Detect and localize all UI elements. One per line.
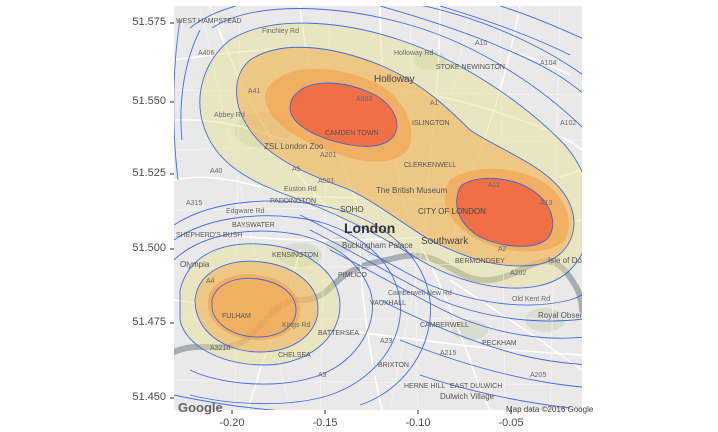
road-label: A3216	[210, 345, 231, 352]
road-label: A5	[292, 166, 301, 173]
road-label: Holloway Rd	[394, 50, 434, 57]
density-level-3	[290, 82, 397, 147]
y-tick-label: 51.550	[132, 95, 166, 107]
place-bermondsey: BERMONDSEY	[455, 258, 505, 265]
road-label: A201	[320, 152, 337, 159]
road-label: A501	[318, 178, 335, 185]
road-label: A205	[530, 372, 547, 379]
place-buckingham-palace: Buckingham Palace	[342, 241, 413, 250]
x-tick-label: -0.15	[312, 417, 338, 429]
place-battersea: BATTERSEA	[318, 330, 360, 337]
y-tick-label: 51.475	[132, 316, 166, 328]
y-tick-label: 51.500	[132, 242, 166, 254]
place-brixton: BRIXTON	[378, 362, 409, 369]
road-label: A215	[440, 350, 457, 357]
place-fulham: FULHAM	[222, 313, 251, 320]
place-shepherds-bush: SHEPHERD'S BUSH	[176, 232, 243, 239]
place-royal-observatory: Royal Observatory Greenwich	[538, 311, 582, 320]
road-label: Edgware Rd	[226, 208, 265, 215]
road-label: A104	[540, 60, 557, 67]
map-attribution: Map data ©2016 Google	[506, 405, 594, 414]
place-vauxhall: VAUXHALL	[370, 300, 407, 307]
x-tick-label: -0.10	[405, 417, 431, 429]
place-holloway: Holloway	[374, 74, 415, 85]
road-label: A503	[356, 96, 373, 103]
place-herne-hill: HERNE HILL	[404, 383, 446, 390]
road-label: A40	[210, 168, 223, 175]
road-label: A202	[510, 270, 527, 277]
place-paddington: PADDINGTON	[270, 198, 317, 205]
density-contours	[174, 6, 582, 410]
road-label: Camberwell New Rd	[388, 290, 452, 297]
y-tick-label: 51.450	[132, 391, 166, 403]
place-east-dulwich: EAST DULWICH	[450, 383, 503, 390]
y-tick-label: 51.575	[132, 16, 166, 28]
road-label: A3	[318, 372, 327, 379]
google-logo: Google	[178, 400, 223, 415]
axis-ticks	[170, 22, 512, 414]
place-dulwich-village: Dulwich Village	[440, 392, 495, 401]
road-label: Finchley Rd	[262, 28, 299, 35]
road-label: A11	[488, 182, 500, 189]
place-city-of-london: CITY OF LONDON	[418, 207, 486, 216]
place-soho: SOHO	[340, 205, 364, 214]
place-zsl-london-zoo: ZSL London Zoo	[264, 142, 324, 151]
place-london: London	[344, 220, 396, 236]
place-camden-town: CAMDEN TOWN	[325, 130, 379, 137]
place-peckham: PECKHAM	[482, 340, 517, 347]
x-tick-label: -0.05	[498, 417, 524, 429]
x-tick-label: -0.20	[219, 417, 245, 429]
road-label: A315	[186, 200, 203, 207]
place-islington: ISLINGTON	[412, 120, 450, 127]
road-label: Abbey Rd	[214, 112, 245, 119]
place-kensington: KENSINGTON	[272, 252, 319, 259]
place-camberwell: CAMBERWELL	[420, 322, 469, 329]
road-label: A41	[248, 88, 261, 95]
road-label: A4	[206, 278, 215, 285]
road-label: A2	[498, 246, 507, 253]
place-british-museum: The British Museum	[376, 186, 448, 195]
road-label: Old Kent Rd	[512, 296, 551, 303]
road-label: A23	[380, 338, 393, 345]
place-stoke-newington: STOKE NEWINGTON	[436, 64, 505, 71]
place-clerkenwell: CLERKENWELL	[404, 162, 457, 169]
place-west-hampstead: WEST HAMPSTEAD	[176, 18, 242, 25]
road-label: Euston Rd	[284, 186, 317, 193]
road-label: A13	[540, 200, 553, 207]
road-label: A102	[560, 120, 577, 127]
place-bayswater: BAYSWATER	[232, 222, 275, 229]
road-label: Kings Rd	[282, 322, 311, 329]
place-chelsea: CHELSEA	[278, 352, 311, 359]
road-label: A1	[430, 100, 439, 107]
y-tick-label: 51.525	[132, 167, 166, 179]
density-layers	[180, 23, 582, 365]
place-southwark: Southwark	[421, 236, 469, 247]
place-pimlico: PIMLICO	[338, 272, 367, 279]
road-label: A10	[475, 40, 488, 47]
place-olympia: Olympia	[180, 260, 210, 269]
road-label: A406	[198, 50, 215, 57]
place-isle-of-dogs: Isle of Dogs	[548, 256, 582, 265]
